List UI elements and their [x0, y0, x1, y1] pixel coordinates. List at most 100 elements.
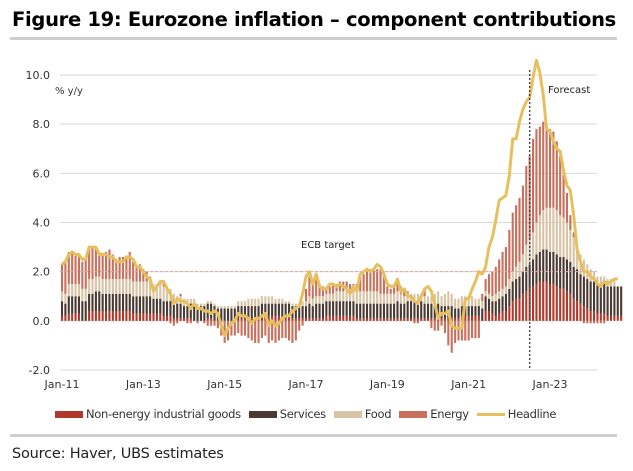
bar-services: [338, 301, 341, 316]
bar-energy: [362, 274, 365, 292]
bar-energy: [491, 271, 494, 297]
bar-services: [562, 256, 565, 289]
bar-services: [196, 308, 199, 321]
bar-services: [243, 306, 247, 319]
bar-non-energy-industrial-goods: [457, 318, 460, 321]
bar-services: [498, 298, 501, 314]
bar-energy: [121, 256, 125, 280]
legend-swatch: [476, 412, 505, 416]
bar-energy: [284, 320, 287, 339]
bar-food: [521, 254, 524, 272]
bar-non-energy-industrial-goods: [552, 283, 555, 321]
bar-services: [349, 301, 352, 316]
bar-energy: [338, 281, 341, 292]
bar-services: [369, 303, 372, 319]
bar-non-energy-industrial-goods: [71, 313, 74, 321]
bar-energy: [281, 320, 284, 339]
bar-services: [142, 296, 145, 314]
bar-energy: [572, 232, 575, 238]
bar-non-energy-industrial-goods: [260, 315, 263, 321]
bar-non-energy-industrial-goods: [152, 313, 155, 321]
bar-services: [410, 301, 413, 319]
bar-energy: [77, 254, 80, 284]
legend-swatch: [333, 410, 362, 418]
bar-food: [267, 296, 270, 304]
bar-energy: [260, 320, 263, 339]
bar-food: [535, 222, 538, 255]
bar-services: [169, 301, 172, 316]
bar-energy: [457, 320, 460, 341]
bar-energy: [467, 320, 470, 341]
bar-non-energy-industrial-goods: [138, 313, 141, 321]
bar-services: [149, 296, 152, 314]
bar-non-energy-industrial-goods: [389, 318, 392, 321]
bar-energy: [403, 291, 406, 297]
bar-services: [98, 291, 101, 311]
bar-non-energy-industrial-goods: [440, 318, 443, 321]
bar-services: [620, 286, 623, 316]
bar-food: [155, 283, 158, 299]
bar-services: [525, 266, 528, 292]
bar-energy: [440, 320, 443, 326]
bar-non-energy-industrial-goods: [403, 318, 406, 321]
bar-non-energy-industrial-goods: [315, 318, 318, 321]
bar-services: [308, 303, 311, 319]
bar-services: [379, 303, 382, 319]
bar-food: [467, 296, 470, 307]
bar-food: [118, 279, 121, 294]
bar-non-energy-industrial-goods: [118, 311, 121, 321]
legend: Non-energy industrial goods Services Foo…: [55, 407, 564, 421]
bar-food: [515, 266, 518, 280]
bar-food: [230, 306, 233, 309]
bar-food: [565, 222, 568, 260]
legend-item-headline: Headline: [476, 407, 556, 421]
bar-services: [267, 303, 270, 316]
bar-services: [203, 306, 206, 321]
bar-services: [227, 308, 230, 321]
bar-services: [454, 308, 457, 319]
bar-energy: [237, 320, 240, 334]
bar-energy: [125, 256, 128, 280]
bar-food: [552, 207, 555, 252]
bar-non-energy-industrial-goods: [332, 315, 335, 321]
bar-energy: [386, 286, 389, 294]
bar-energy: [88, 247, 91, 280]
bar-energy: [582, 320, 585, 324]
bar-non-energy-industrial-goods: [596, 313, 599, 321]
bar-services: [74, 296, 77, 314]
bar-non-energy-industrial-goods: [240, 318, 243, 321]
bar-food: [613, 279, 616, 287]
bar-services: [159, 298, 162, 314]
bar-non-energy-industrial-goods: [545, 281, 548, 321]
bar-energy: [589, 320, 592, 324]
x-tick-label: Jan-11: [44, 378, 80, 391]
bar-services: [311, 306, 314, 319]
bar-services: [220, 308, 223, 321]
bar-food: [518, 261, 521, 277]
bar-energy: [233, 320, 236, 336]
bar-non-energy-industrial-goods: [504, 311, 507, 321]
bar-food: [108, 279, 111, 294]
bar-energy: [416, 320, 419, 324]
bar-food: [243, 301, 247, 307]
bar-food: [64, 293, 67, 304]
bar-services: [504, 293, 507, 311]
bar-services: [477, 306, 480, 316]
bar-services: [437, 303, 440, 319]
bar-services: [77, 296, 80, 314]
bar-food: [132, 281, 135, 297]
bar-food: [352, 288, 355, 302]
bar-energy: [393, 286, 396, 294]
bar-services: [138, 296, 141, 314]
bar-energy: [443, 320, 446, 334]
bar-energy: [138, 264, 141, 282]
bar-non-energy-industrial-goods: [525, 291, 528, 321]
bar-food: [274, 298, 277, 304]
bar-food: [81, 288, 84, 302]
bar-non-energy-industrial-goods: [159, 313, 162, 321]
bar-non-energy-industrial-goods: [576, 301, 579, 321]
bar-services: [521, 271, 524, 294]
legend-item-services: Services: [248, 407, 326, 421]
bar-energy: [511, 212, 514, 272]
bar-non-energy-industrial-goods: [393, 318, 396, 321]
